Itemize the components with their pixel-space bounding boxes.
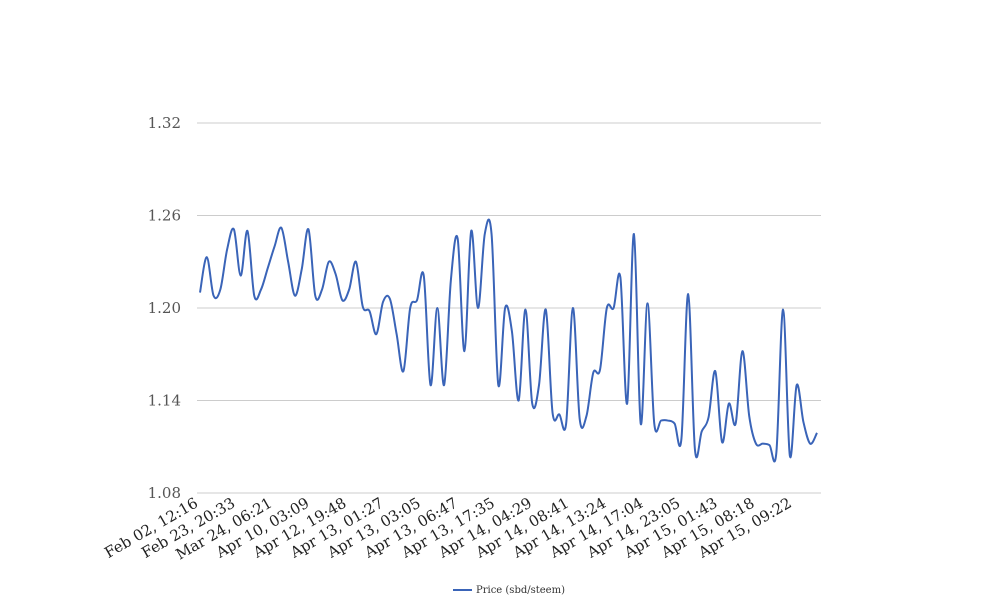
legend-label: Price (sbd/steem) [476, 585, 565, 596]
y-tick-label: 1.08 [148, 484, 181, 502]
y-tick-label: 1.20 [148, 299, 181, 317]
series-layer [199, 218, 818, 463]
y-tick-label: 1.14 [148, 392, 181, 410]
series-line[interactable] [199, 218, 818, 463]
gridlines [197, 122, 821, 494]
y-tick-label: 1.32 [148, 114, 181, 132]
y-axis-ticks: 1.32 1.26 1.20 1.14 1.08 [148, 114, 181, 502]
y-tick-label: 1.26 [148, 207, 181, 225]
legend[interactable]: Price (sbd/steem) [453, 585, 565, 596]
